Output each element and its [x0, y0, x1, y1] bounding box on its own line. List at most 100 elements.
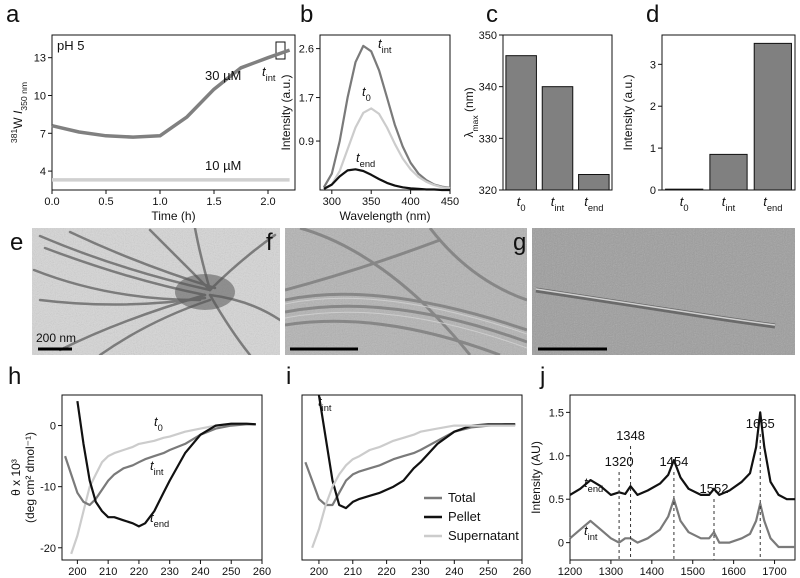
series-label: t0	[362, 84, 371, 103]
plot-frame	[319, 34, 451, 191]
series-line	[64, 423, 256, 507]
text-run: 0	[520, 203, 525, 213]
y-tick-label: 320	[479, 185, 497, 197]
series-line	[323, 168, 450, 192]
text-run: int	[588, 532, 598, 542]
panel-letter: i	[286, 363, 291, 390]
text-run: 381	[9, 129, 19, 144]
text-run: int	[554, 203, 564, 213]
x-tick-label: 260	[513, 566, 531, 578]
plot-frame	[301, 394, 523, 561]
y-tick-label: 7	[40, 128, 46, 140]
x-tick-label: 0.0	[44, 196, 59, 208]
x-tick-label: 210	[344, 566, 362, 578]
y-tick-label: 0.9	[299, 136, 314, 148]
x-tick-label: 210	[99, 566, 117, 578]
x-tick-label: tint	[551, 194, 565, 213]
text-run: t	[150, 510, 155, 525]
x-tick-label: 230	[411, 566, 429, 578]
y-axis-label: (deg cm² dmol⁻¹)	[23, 432, 37, 523]
panel-letter: b	[300, 1, 313, 28]
series-line	[569, 411, 795, 501]
x-tick-label: 220	[130, 566, 148, 578]
panel-letter: d	[646, 1, 659, 28]
legend-label: Supernatant	[448, 528, 519, 543]
y-tick-label: 2.6	[299, 44, 314, 56]
y-tick-label: 340	[479, 82, 497, 94]
series-line	[311, 424, 516, 549]
panel-letter: h	[8, 363, 21, 390]
text-run: t	[584, 475, 589, 490]
text-run: int	[725, 203, 735, 213]
y-tick-label: -20	[40, 543, 56, 555]
x-tick-label: 1400	[640, 566, 664, 578]
peak-label: 1348	[616, 428, 645, 443]
bar	[665, 188, 704, 191]
x-tick-label: tend	[584, 194, 603, 213]
y-tick-label: 3	[650, 59, 656, 71]
x-tick-label: 1300	[599, 566, 623, 578]
text-run: t	[517, 194, 522, 209]
plot-frame	[61, 394, 263, 561]
plot-frame	[569, 394, 796, 561]
x-tick-label: 1200	[558, 566, 582, 578]
bar	[709, 153, 748, 191]
plot-frame	[51, 34, 296, 191]
annotation: tint	[318, 394, 332, 413]
panel-letter: a	[6, 1, 20, 28]
x-tick-label: 230	[161, 566, 179, 578]
x-axis-label: Wavelength (nm)	[340, 209, 431, 223]
x-tick-label: 0.5	[98, 196, 113, 208]
series-label: tend	[150, 510, 169, 529]
x-tick-label: 300	[323, 196, 341, 208]
series-label: tend	[584, 475, 603, 494]
x-tick-label: 1.0	[152, 196, 167, 208]
legend-label: Pellet	[448, 509, 481, 524]
y-tick-label: 0	[558, 538, 564, 550]
series-label: 30 µM	[205, 68, 241, 83]
text-run: t	[378, 36, 383, 51]
x-tick-label: 450	[441, 196, 459, 208]
x-tick-label: 1.5	[206, 196, 221, 208]
text-run: t	[262, 64, 267, 79]
y-tick-label: 13	[34, 53, 46, 65]
y-tick-label: 0	[650, 185, 656, 197]
y-tick-label: 1.0	[549, 451, 564, 463]
series-line	[51, 48, 291, 139]
series-label: tint	[584, 523, 598, 542]
series-label: 10 µM	[205, 158, 241, 173]
x-tick-label: 200	[68, 566, 86, 578]
text-run: t	[154, 414, 159, 429]
text-run: end	[588, 203, 604, 213]
x-tick-label: 350	[362, 196, 380, 208]
annotation: pH 5	[57, 38, 84, 53]
micrograph-g	[532, 228, 795, 355]
text-run: 0	[158, 423, 163, 433]
y-tick-label: -10	[40, 482, 56, 494]
peak-label: 1320	[605, 454, 634, 469]
x-tick-label: 260	[253, 566, 271, 578]
text-run: t	[362, 84, 367, 99]
series-line	[70, 423, 256, 555]
y-tick-label: 10	[34, 90, 46, 102]
series-line	[323, 107, 451, 190]
y-axis-label: Intensity (AU)	[529, 441, 543, 514]
x-tick-label: 250	[479, 566, 497, 578]
text-run: 350 nm	[19, 82, 29, 111]
scale-bar-label: 200 nm	[36, 331, 76, 345]
series-label: tend	[356, 150, 375, 169]
text-run: max	[470, 115, 480, 132]
text-run: I	[11, 110, 25, 114]
text-run: t	[584, 523, 589, 538]
x-tick-label: tint	[722, 194, 736, 213]
y-axis-label: θ x 10³	[9, 459, 23, 496]
text-run: int	[266, 73, 276, 83]
peak-label: 1665	[746, 416, 775, 431]
text-run: t	[356, 150, 361, 165]
text-run: 0	[683, 203, 688, 213]
x-tick-label: tend	[763, 194, 782, 213]
text-run: end	[360, 159, 376, 169]
bar	[578, 174, 610, 191]
x-tick-label: 400	[401, 196, 419, 208]
